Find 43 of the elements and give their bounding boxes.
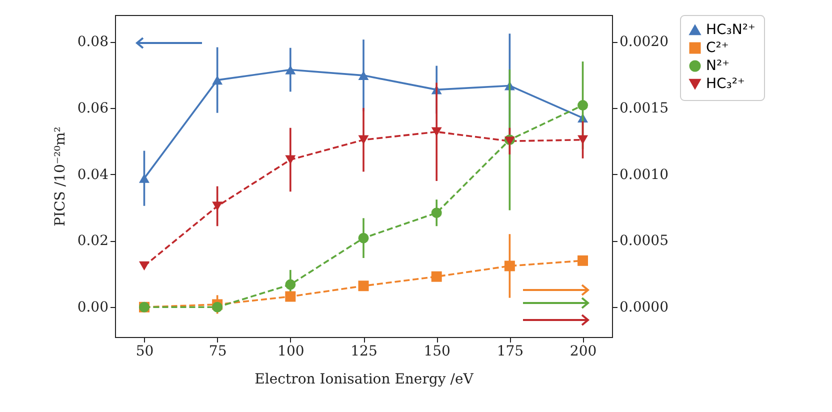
y2-tick-label: 0.0015 [620, 100, 668, 116]
point [431, 271, 442, 282]
y-tick-label: 0.04 [77, 166, 109, 183]
point [138, 174, 150, 183]
point [285, 279, 296, 290]
y2-tick-label: 0.0005 [620, 233, 668, 250]
point [431, 208, 442, 218]
legend-label: HC₃N²⁺ [706, 22, 756, 38]
point [578, 135, 588, 144]
point [285, 65, 296, 74]
point [285, 155, 296, 164]
point [578, 255, 588, 266]
point [358, 135, 369, 144]
y2-tick-label: 0.0000 [620, 300, 668, 316]
x-tick-label: 175 [496, 344, 524, 360]
point [431, 127, 442, 136]
point [212, 76, 223, 85]
y2-tick-label: 0.0020 [620, 34, 668, 50]
y-tick-label: 0.00 [77, 300, 108, 316]
point [578, 100, 588, 111]
y-tick-label: 0.06 [77, 100, 109, 116]
y2-tick-label: 0.0010 [620, 166, 668, 183]
y-axis-title: PICS /10⁻²⁰m² [52, 126, 68, 226]
x-tick-label: 125 [350, 344, 378, 360]
point [358, 70, 369, 80]
point [285, 291, 296, 302]
point [504, 260, 515, 272]
point [212, 202, 223, 211]
legend-label: N²⁺ [706, 58, 730, 74]
x-axis-title: Electron Ionisation Energy /eV [254, 372, 474, 388]
y-tick-label: 0.08 [77, 34, 108, 50]
point [358, 280, 369, 292]
point [212, 302, 223, 312]
legend-label: C²⁺ [706, 40, 729, 56]
legend-label: HC₃²⁺ [706, 76, 745, 92]
x-tick-label: 75 [208, 344, 227, 360]
x-tick-label: 150 [424, 344, 450, 360]
x-tick-label: 100 [278, 344, 304, 360]
y-tick-label: 0.02 [77, 233, 108, 250]
point [358, 232, 369, 244]
x-tick-label: 50 [136, 344, 154, 360]
x-tick-label: 200 [570, 344, 597, 360]
point [138, 261, 150, 270]
